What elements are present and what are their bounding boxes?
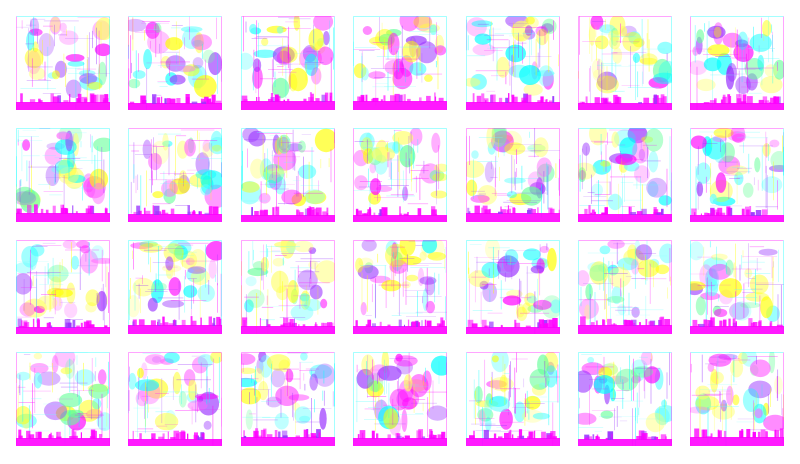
tile-14: [690, 128, 784, 222]
tile-2: [128, 16, 222, 110]
noise-texture: [690, 240, 784, 334]
noise-texture: [466, 352, 560, 446]
noise-texture: [128, 240, 222, 334]
magenta-band: [690, 215, 784, 222]
magenta-band: [466, 102, 560, 110]
tile-9: [128, 128, 222, 222]
noise-texture: [16, 16, 110, 110]
magenta-band: [466, 438, 560, 446]
magenta-band: [578, 325, 672, 334]
magenta-band: [578, 103, 672, 110]
noise-texture: [690, 16, 784, 110]
magenta-band: [466, 327, 560, 334]
tile-13: [578, 128, 672, 222]
noise-texture: [241, 16, 335, 110]
magenta-band: [690, 437, 784, 446]
noise-texture: [353, 240, 447, 334]
magenta-band: [16, 438, 110, 446]
magenta-band: [16, 102, 110, 110]
magenta-band: [128, 214, 222, 222]
noise-texture: [466, 128, 560, 222]
noise-texture: [578, 240, 672, 334]
noise-texture: [353, 352, 447, 446]
tile-20: [578, 240, 672, 334]
magenta-band: [353, 215, 447, 222]
noise-texture: [128, 128, 222, 222]
noise-texture: [578, 352, 672, 446]
noise-texture: [128, 16, 222, 110]
tile-1: [16, 16, 110, 110]
tile-27: [578, 352, 672, 446]
noise-texture: [466, 16, 560, 110]
tile-5: [466, 16, 560, 110]
noise-texture: [466, 240, 560, 334]
tile-17: [241, 240, 335, 334]
tile-22: [16, 352, 110, 446]
tile-28: [690, 352, 784, 446]
tile-10: [241, 128, 335, 222]
tile-15: [16, 240, 110, 334]
magenta-band: [466, 213, 560, 222]
tile-21: [690, 240, 784, 334]
tile-18: [353, 240, 447, 334]
noise-texture: [241, 240, 335, 334]
magenta-band: [128, 439, 222, 446]
tile-7: [690, 16, 784, 110]
noise-texture: [241, 352, 335, 446]
magenta-band: [690, 326, 784, 334]
tile-4: [353, 16, 447, 110]
tile-16: [128, 240, 222, 334]
magenta-band: [690, 103, 784, 110]
noise-texture: [16, 240, 110, 334]
magenta-band: [128, 103, 222, 110]
magenta-band: [128, 325, 222, 334]
tile-11: [353, 128, 447, 222]
noise-texture: [128, 352, 222, 446]
noise-texture: [578, 16, 672, 110]
tile-26: [466, 352, 560, 446]
magenta-band: [241, 101, 335, 110]
magenta-band: [241, 437, 335, 446]
magenta-band: [241, 326, 335, 334]
magenta-band: [241, 215, 335, 222]
noise-texture: [353, 16, 447, 110]
noise-texture: [16, 352, 110, 446]
magenta-band: [578, 214, 672, 222]
noise-texture: [241, 128, 335, 222]
tile-23: [128, 352, 222, 446]
magenta-band: [16, 213, 110, 222]
tile-3: [241, 16, 335, 110]
magenta-band: [353, 326, 447, 334]
magenta-band: [353, 438, 447, 446]
magenta-band: [353, 101, 447, 110]
tile-24: [241, 352, 335, 446]
tile-25: [353, 352, 447, 446]
noise-texture: [690, 352, 784, 446]
noise-texture: [578, 128, 672, 222]
magenta-band: [16, 327, 110, 334]
noise-texture: [16, 128, 110, 222]
noise-texture: [353, 128, 447, 222]
magenta-band: [578, 439, 672, 446]
tile-12: [466, 128, 560, 222]
tile-19: [466, 240, 560, 334]
noise-texture: [690, 128, 784, 222]
tile-8: [16, 128, 110, 222]
tile-6: [578, 16, 672, 110]
